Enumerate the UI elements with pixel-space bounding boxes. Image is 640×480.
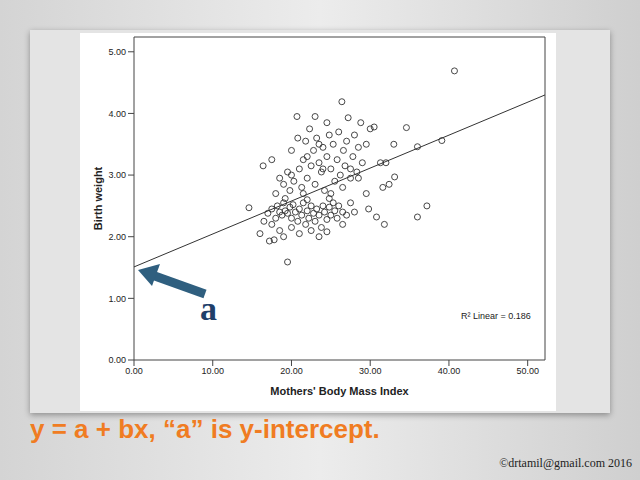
svg-text:20.00: 20.00 (280, 366, 303, 376)
svg-text:Birth weight: Birth weight (92, 166, 104, 230)
svg-text:R² Linear = 0.186: R² Linear = 0.186 (461, 311, 531, 321)
svg-text:a: a (200, 290, 217, 327)
svg-text:1.00: 1.00 (108, 294, 126, 304)
svg-text:2.00: 2.00 (108, 232, 126, 242)
svg-text:30.00: 30.00 (359, 366, 382, 376)
svg-text:50.00: 50.00 (516, 366, 539, 376)
svg-text:4.00: 4.00 (108, 109, 126, 119)
html-text:y = a + bx, “a” is y-intercept: y = a + bx, “a” is y-intercept. (30, 414, 380, 444)
html-text:©drtamil@gmail.com 2016: ©drtamil@gmail.com 2016 (499, 456, 632, 470)
svg-text:0.00: 0.00 (108, 355, 126, 365)
svg-text:5.00: 5.00 (108, 47, 126, 57)
svg-text:Mothers' Body Mass Index: Mothers' Body Mass Index (270, 385, 409, 397)
svg-text:3.00: 3.00 (108, 170, 126, 180)
svg-text:40.00: 40.00 (438, 366, 461, 376)
svg-text:0.00: 0.00 (125, 366, 143, 376)
svg-text:10.00: 10.00 (201, 366, 224, 376)
